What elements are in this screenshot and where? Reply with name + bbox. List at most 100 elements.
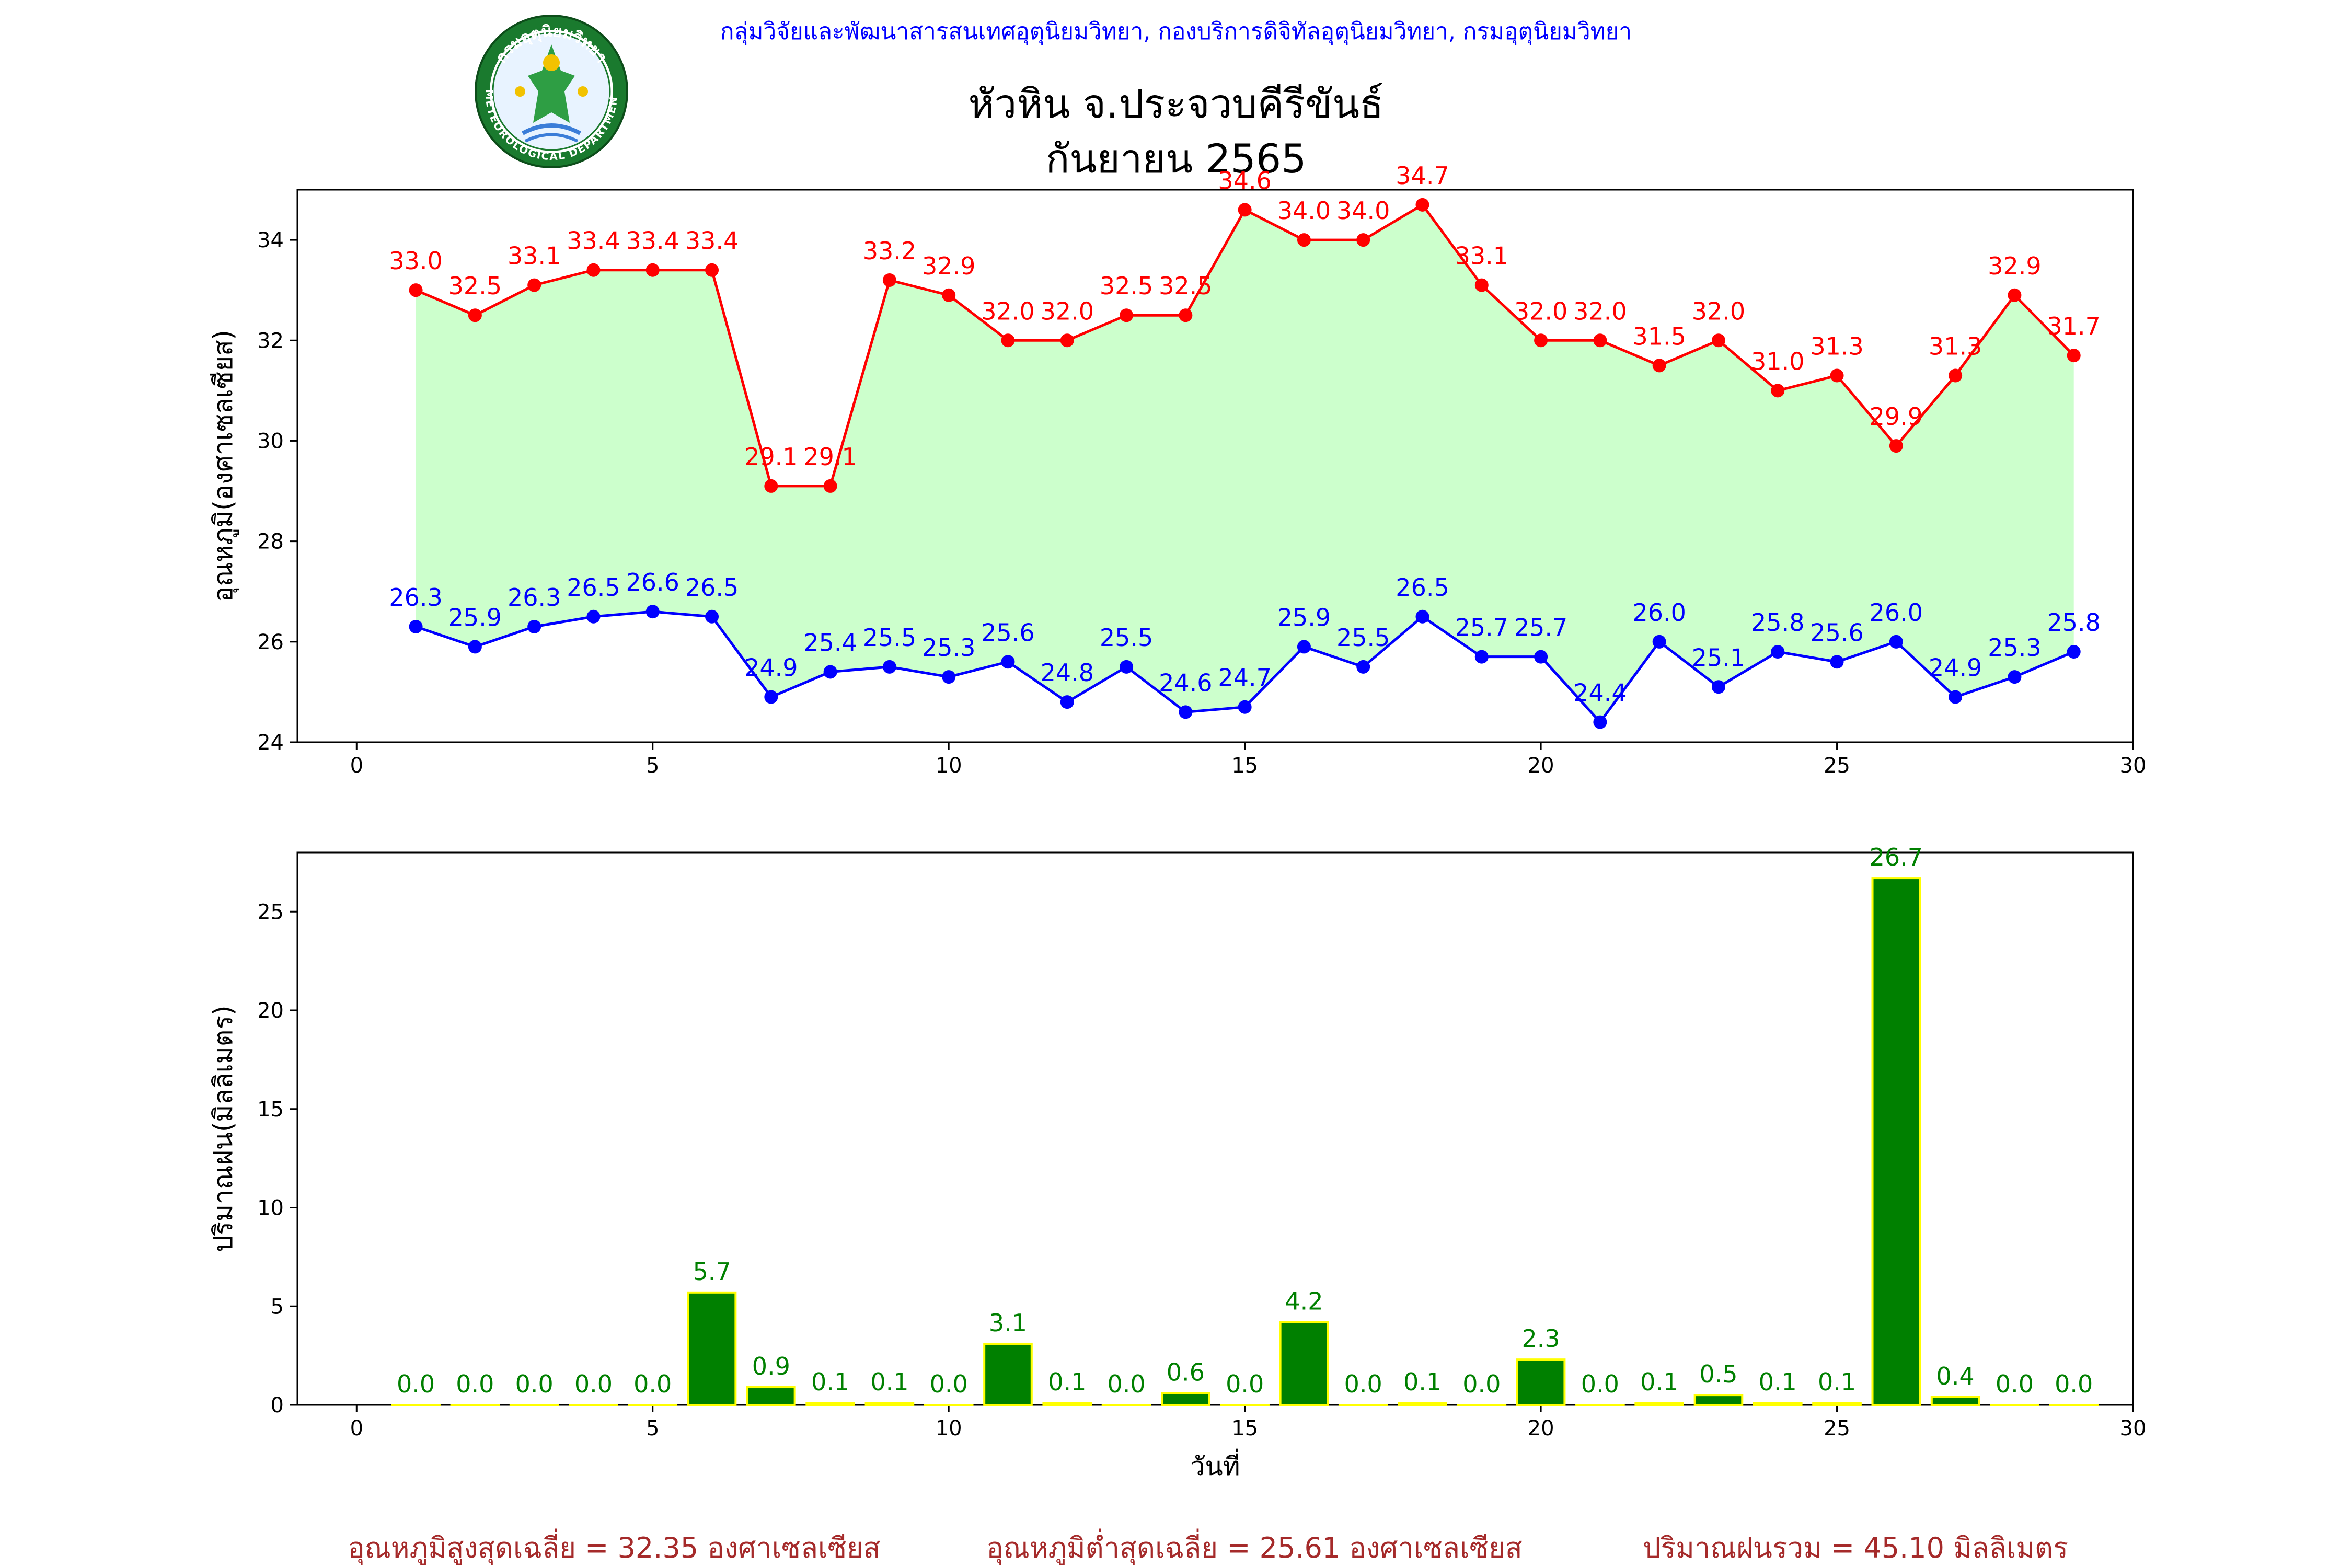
- temp-xtick-label: 5: [646, 754, 659, 778]
- temp-max-data-label: 31.0: [1751, 347, 1804, 375]
- temp-min-point: [1474, 650, 1489, 664]
- temp-max-point: [645, 263, 660, 277]
- agency-text: กลุ่มวิจัยและพัฒนาสารสนเทศอุตุนิยมวิทยา,…: [720, 18, 1632, 45]
- temp-ytick-label: 28: [257, 530, 284, 554]
- temp-min-data-label: 24.7: [1218, 664, 1271, 692]
- temp-min-point: [942, 670, 956, 684]
- temp-ytick-label: 30: [257, 429, 284, 453]
- temp-range-fill: [416, 204, 2074, 722]
- rain-bar: [1042, 1402, 1092, 1406]
- rain-ytick-label: 25: [257, 900, 284, 924]
- temp-max-point: [1652, 359, 1666, 373]
- rain-data-label: 0.1: [1403, 1368, 1442, 1396]
- temp-max-data-label: 31.7: [2047, 312, 2100, 340]
- rain-data-label: 0.0: [2055, 1370, 2093, 1398]
- temp-min-point: [1179, 705, 1193, 719]
- rain-data-label: 3.1: [989, 1309, 1027, 1337]
- temp-xtick-label: 15: [1231, 754, 1258, 778]
- rain-data-label: 0.5: [1699, 1360, 1737, 1388]
- temp-min-data-label: 26.3: [508, 583, 561, 612]
- temp-min-data-label: 26.5: [1396, 573, 1449, 602]
- temp-max-point: [1238, 203, 1252, 217]
- temp-min-data-label: 25.9: [1277, 603, 1331, 631]
- temp-max-data-label: 29.9: [1870, 402, 1923, 431]
- temp-min-data-label: 24.8: [1041, 659, 1094, 687]
- temp-max-data-label: 33.4: [685, 227, 739, 255]
- temp-min-point: [2008, 670, 2022, 684]
- rain-bar: [687, 1291, 737, 1406]
- temp-min-data-label: 25.6: [1810, 618, 1863, 647]
- temp-ytick-label: 32: [257, 329, 284, 353]
- rain-data-label: 0.1: [1640, 1368, 1678, 1396]
- temp-max-data-label: 33.2: [863, 237, 916, 265]
- temp-min-point: [1889, 635, 1903, 649]
- rain-data-label: 4.2: [1285, 1287, 1323, 1315]
- footer-avg-min: อุณหภูมิต่ำสุดเฉลี่ย = 25.61 องศาเซลเซีย…: [986, 1528, 1522, 1565]
- temp-min-data-label: 25.6: [981, 618, 1034, 647]
- temp-max-point: [1830, 368, 1844, 383]
- rain-ytick-label: 10: [257, 1196, 284, 1220]
- temp-min-point: [1711, 680, 1725, 694]
- temp-min-data-label: 25.4: [803, 628, 857, 656]
- temp-min-point: [1771, 645, 1785, 659]
- temp-xtick-label: 20: [1528, 754, 1554, 778]
- rain-data-label: 0.0: [1107, 1370, 1145, 1398]
- temp-max-data-label: 32.5: [1159, 272, 1212, 300]
- footer-rain-total: ปริมาณฝนรวม = 45.10 มิลลิเมตร: [1643, 1531, 2068, 1564]
- temp-min-point: [882, 660, 896, 674]
- temp-max-data-label: 32.5: [1100, 272, 1153, 300]
- temp-max-point: [1949, 368, 1963, 383]
- rain-ytick-label: 20: [257, 999, 284, 1023]
- temp-max-point: [1415, 198, 1429, 212]
- temp-min-point: [764, 690, 778, 704]
- temp-min-point: [1001, 655, 1015, 669]
- rain-data-label: 0.0: [397, 1370, 435, 1398]
- temp-max-data-label: 29.1: [744, 443, 798, 471]
- rain-ylabel: ปริมาณฝน(มิลลิเมตร): [208, 1005, 238, 1252]
- chart-title-line2: กันยายน 2565: [1045, 135, 1306, 182]
- temp-min-data-label: 25.5: [1336, 624, 1390, 652]
- rain-bar: [1634, 1402, 1684, 1406]
- temp-min-data-label: 25.1: [1692, 643, 1745, 672]
- temp-max-data-label: 32.5: [448, 272, 502, 300]
- temp-max-point: [1179, 308, 1193, 322]
- temp-max-data-label: 34.0: [1277, 197, 1331, 225]
- temp-ytick-label: 34: [257, 228, 284, 252]
- temp-min-point: [1297, 640, 1311, 654]
- temp-max-point: [1889, 439, 1903, 453]
- temp-min-data-label: 25.3: [1988, 633, 2041, 662]
- temp-min-point: [586, 609, 601, 624]
- temp-max-data-label: 32.0: [1692, 297, 1745, 325]
- temp-plot-frame: [296, 189, 2134, 743]
- temp-min-point: [1120, 660, 1134, 674]
- temp-min-point: [468, 640, 482, 654]
- rain-bar: [1161, 1392, 1210, 1406]
- rain-bar: [983, 1342, 1033, 1406]
- temp-min-data-label: 25.8: [1751, 608, 1804, 637]
- rain-xtick-label: 10: [936, 1416, 962, 1440]
- temp-min-point: [1830, 655, 1844, 669]
- temp-max-data-label: 31.5: [1632, 322, 1686, 350]
- temp-min-data-label: 24.9: [1929, 654, 1982, 682]
- temp-max-point: [1120, 308, 1134, 322]
- rain-ytick-label: 0: [271, 1393, 284, 1417]
- temperature-chart: 0 5 10 15 20 25 30 24 26 28 30 32 34 อุณหภูมิ(องศาเซล…: [208, 162, 2146, 778]
- rain-data-label: 0.0: [515, 1370, 554, 1398]
- rain-data-label: 0.0: [1226, 1370, 1264, 1398]
- temp-max-point: [1356, 233, 1370, 247]
- temp-min-point: [645, 605, 660, 619]
- temp-ytick-label: 26: [257, 630, 284, 654]
- temp-max-data-label: 33.0: [389, 247, 442, 275]
- temp-min-data-label: 26.0: [1870, 598, 1923, 627]
- temp-min-data-label: 25.7: [1455, 614, 1508, 642]
- temp-ylabel: อุณหภูมิ(องศาเซลเซียส): [208, 330, 239, 602]
- temp-xtick-label: 0: [350, 754, 363, 778]
- temp-min-data-label: 24.9: [744, 654, 798, 682]
- rain-xlabel: วันที่: [1190, 1449, 1240, 1482]
- temp-max-point: [705, 263, 719, 277]
- temp-min-data-label: 25.5: [863, 624, 916, 652]
- rain-bar: [1930, 1396, 1980, 1406]
- rain-data-label: 0.6: [1167, 1358, 1205, 1386]
- temp-max-data-label: 32.9: [922, 252, 975, 280]
- rain-xtick-label: 5: [646, 1416, 659, 1440]
